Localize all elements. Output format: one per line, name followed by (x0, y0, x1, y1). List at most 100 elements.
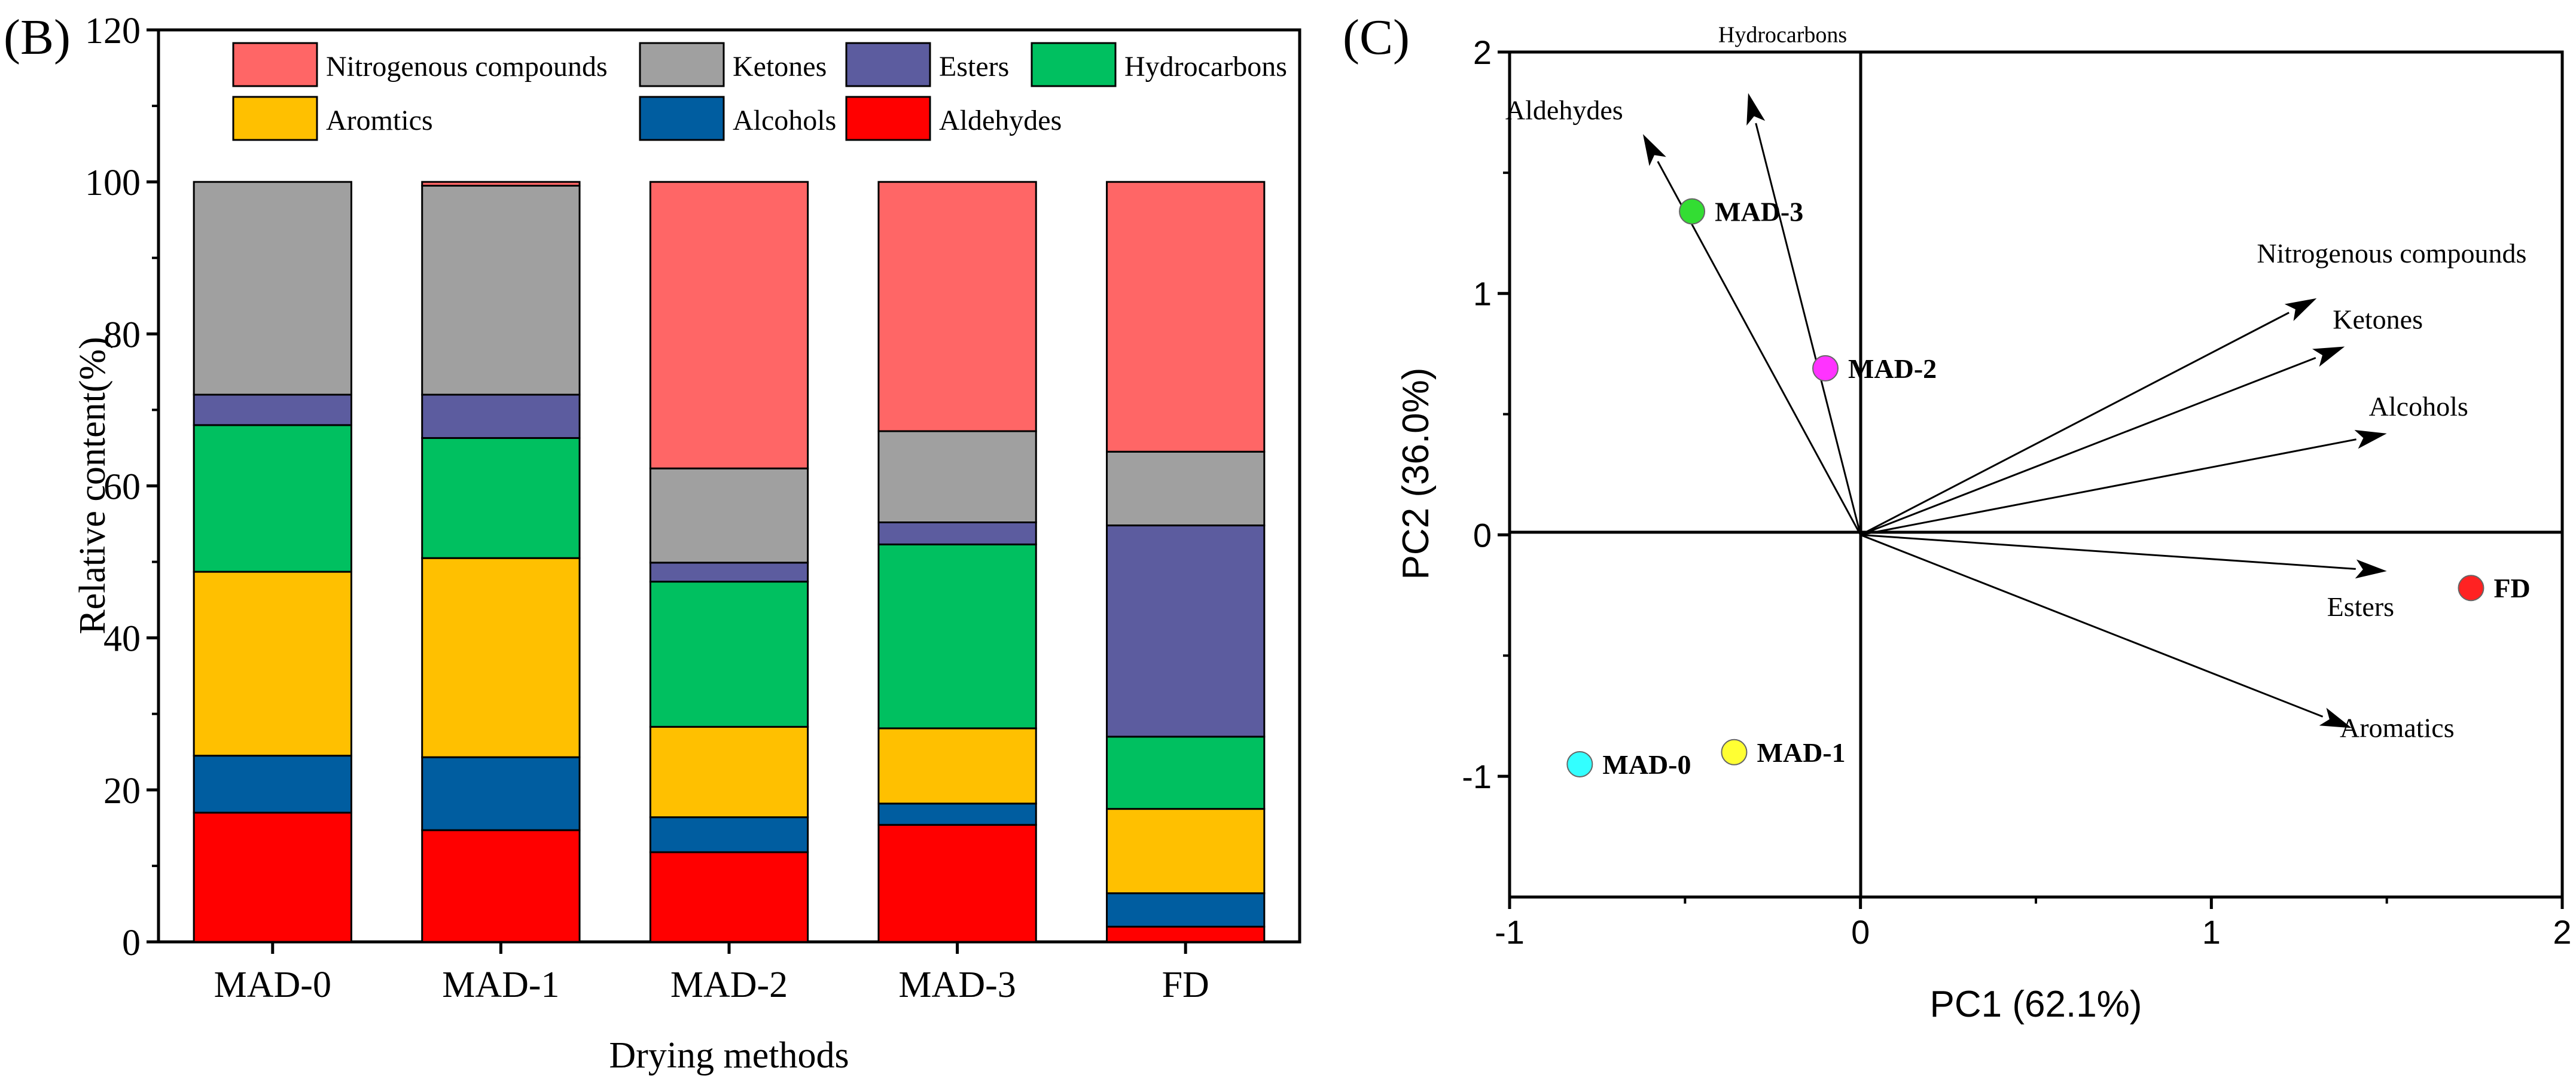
y-axis-ticks: 0 20 40 60 80 100 120 (85, 11, 158, 963)
bar-segment-mad-0-hydrocarbons (193, 424, 352, 573)
x-tick-label: 0 (1851, 913, 1870, 951)
score-label-fd: FD (2493, 573, 2530, 603)
vector-label-aromatics: Aromatics (2340, 712, 2455, 743)
bar-segment-mad-2-hydrocarbons (649, 581, 809, 728)
x-tick-label-mad-2: MAD-2 (670, 965, 788, 1005)
vector-label-alcohols: Alcohols (2369, 391, 2468, 422)
bar-segment-mad-1-ketones (421, 185, 581, 396)
y-tick-label: 60 (103, 467, 141, 508)
bar-segment-mad-1-hydrocarbons (421, 437, 581, 559)
bar-segment-fd-alcohols (1106, 892, 1266, 928)
bar-segment-mad-2-nitrogenous-compounds (649, 181, 809, 469)
score-point-mad-2 (1812, 355, 1839, 382)
vector-arrowhead-aromatics (2319, 707, 2352, 728)
score-label-mad-2: MAD-2 (1848, 353, 1937, 384)
bar-segment-mad-0-aldehydes (193, 812, 352, 943)
score-point-mad-1 (1721, 739, 1748, 765)
bar-segment-mad-0-aromtics (193, 571, 352, 757)
bar-segment-fd-nitrogenous-compounds (1106, 181, 1266, 453)
x-axis-label: Drying methods (609, 1035, 849, 1076)
bar-segment-fd-hydrocarbons (1106, 736, 1266, 810)
x-tick-label: 2 (2553, 913, 2571, 951)
x-tick-label-mad-0: MAD-0 (214, 965, 331, 1005)
score-point-mad-0 (1566, 751, 1593, 777)
pc2-axis-label: PC2 (36.0%) (1395, 368, 1437, 580)
bar-segment-mad-2-ketones (649, 467, 809, 564)
vector-arrowhead-aldehydes (1642, 134, 1666, 166)
bar-segment-mad-2-aldehydes (649, 851, 809, 943)
y-tick-label: 2 (1473, 33, 1492, 71)
bar-segment-mad-0-alcohols (193, 755, 352, 814)
vector-line-aromatics (1860, 534, 2324, 718)
x-tick-label-fd: FD (1162, 965, 1209, 1005)
vector-line-nitrogenous-compounds (1859, 312, 2290, 536)
vector-line-alcohols (1860, 438, 2356, 536)
bar-segment-mad-1-nitrogenous-compounds (421, 181, 581, 187)
panel-b: (B) 0 20 40 60 80 100 120 MAD-0 MAD-1 MAD-2 MAD-3… (4, 10, 1301, 1076)
bar-segment-mad-3-aromtics (877, 727, 1037, 805)
bar-segment-mad-1-aromtics (421, 557, 581, 758)
bar-segment-mad-3-hydrocarbons (877, 543, 1037, 730)
score-label-mad-3: MAD-3 (1715, 196, 1803, 227)
y-tick-label: 1 (1473, 275, 1492, 313)
y-tick-label: 100 (85, 163, 141, 203)
bar-segment-mad-0-esters (193, 393, 352, 426)
vector-label-hydrocarbons: Hydrocarbons (1718, 23, 1847, 48)
legend-label-esters: Esters (939, 51, 1009, 83)
legend-swatch-esters (845, 42, 931, 87)
vector-arrowhead-alcohols (2354, 429, 2387, 449)
bar-segment-mad-0-ketones (193, 181, 352, 396)
bar-segment-fd-ketones (1106, 450, 1266, 527)
y-tick-label: 0 (1473, 516, 1492, 554)
legend-swatch-ketones (639, 42, 725, 87)
score-label-mad-1: MAD-1 (1757, 737, 1845, 768)
bar-segment-mad-3-esters (877, 521, 1037, 545)
bar-segment-mad-1-esters (421, 393, 581, 439)
vector-label-esters: Esters (2327, 591, 2394, 622)
bar-segment-fd-aromtics (1106, 808, 1266, 895)
bar-segment-mad-2-esters (649, 562, 809, 583)
y-tick-label: 80 (103, 315, 141, 355)
x-tick-label-mad-1: MAD-1 (442, 965, 559, 1005)
score-points: MAD-0 MAD-1 MAD-2 MAD-3 FD (1566, 196, 2531, 780)
legend-swatch-alcohols (639, 96, 725, 141)
bar-segment-mad-3-aldehydes (877, 823, 1037, 943)
y-tick-label: 0 (122, 923, 141, 963)
y-tick-label: 40 (103, 619, 141, 660)
vector-line-hydrocarbons (1755, 123, 1862, 535)
score-point-fd (2458, 575, 2484, 602)
bars-group (193, 181, 1266, 943)
bar-segment-mad-1-aldehydes (421, 829, 581, 943)
x-tick-label: 1 (2202, 913, 2221, 951)
bar-segment-fd-aldehydes (1106, 926, 1266, 943)
vector-line-ketones (1860, 356, 2316, 536)
bar-segment-mad-2-alcohols (649, 816, 809, 853)
score-label-mad-0: MAD-0 (1602, 749, 1691, 780)
y-tick-label: 120 (85, 11, 141, 51)
score-point-mad-3 (1679, 198, 1706, 225)
legend-swatch-aldehydes (845, 96, 931, 141)
legend-swatch-hydrocarbons (1031, 42, 1117, 87)
panel-b-label: (B) (4, 10, 71, 65)
bar-segment-mad-3-nitrogenous-compounds (877, 181, 1037, 432)
pc1-axis-label: PC1 (62.1%) (1930, 984, 2142, 1025)
legend-label-hydrocarbons: Hydrocarbons (1124, 51, 1287, 83)
bar-segment-mad-2-aromtics (649, 725, 809, 819)
x-tick-label: -1 (1495, 913, 1525, 951)
x-axis-ticks: MAD-0 MAD-1 MAD-2 MAD-3 FD (214, 942, 1209, 1005)
y-tick-label: -1 (1462, 758, 1492, 795)
axis-ticks: -1 0 1 2 -1 0 1 2 (1462, 33, 2571, 951)
bar-segment-mad-3-alcohols (877, 803, 1037, 826)
panel-c: (C) -1 0 1 2 -1 0 1 2 Nitrogenous compounds Keto… (1343, 10, 2572, 1025)
legend-label-aldehydes: Aldehydes (939, 105, 1062, 136)
bar-segment-mad-3-ketones (877, 430, 1037, 523)
vector-label-aldehydes: Aldehydes (1505, 94, 1623, 125)
vector-arrowhead-hydrocarbons (1746, 93, 1766, 126)
loading-vectors: Nitrogenous compounds Ketones Alcohols Este… (1505, 23, 2526, 743)
vector-label-ketones: Ketones (2333, 304, 2423, 335)
legend-swatch-nitrogenous-compounds (232, 42, 318, 87)
vector-arrowhead-esters (2355, 559, 2387, 579)
vector-line-esters (1860, 533, 2356, 570)
bar-segment-fd-esters (1106, 524, 1266, 738)
